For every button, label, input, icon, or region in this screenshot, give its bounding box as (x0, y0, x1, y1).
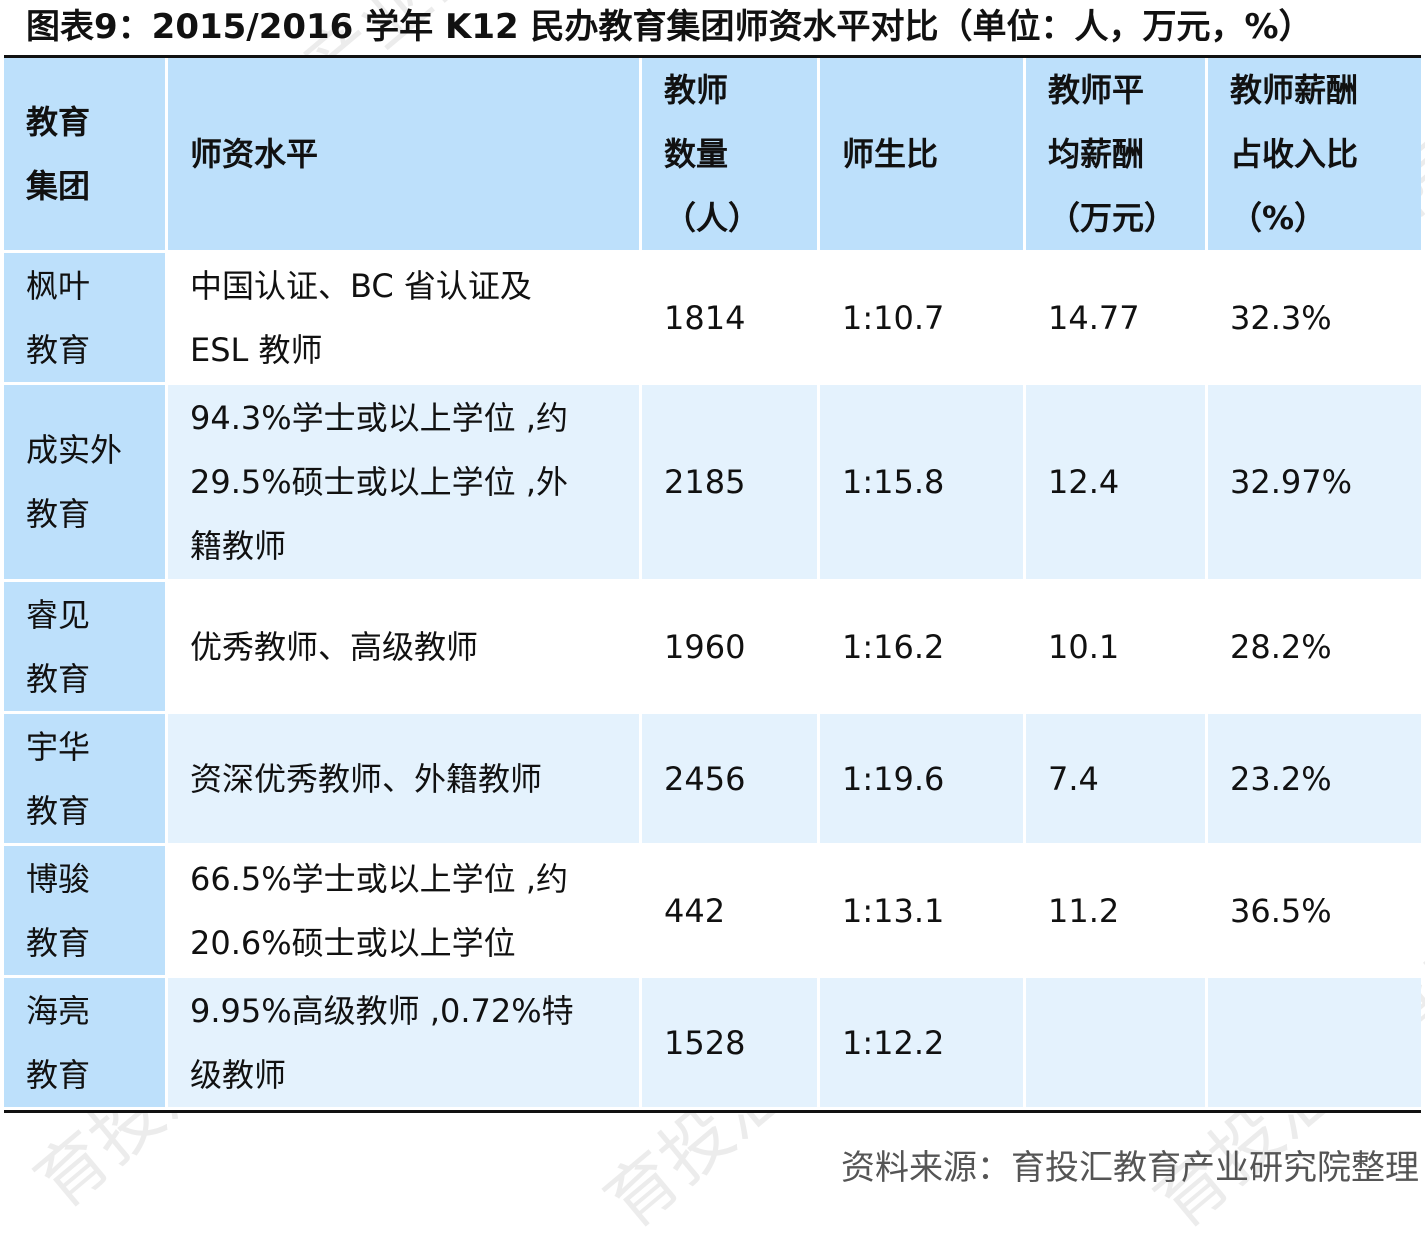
salary-share-cell: 28.2% (1208, 582, 1421, 714)
ratio-cell: 1:12.2 (820, 978, 1026, 1110)
group-cell: 宇华 教育 (4, 714, 168, 846)
group-cell: 博骏 教育 (4, 846, 168, 978)
ratio-cell: 1:15.8 (820, 385, 1026, 582)
qualification-cell: 94.3%学士或以上学位 ,约 29.5%硕士或以上学位 ,外 籍教师 (168, 385, 642, 582)
ratio-cell: 1:19.6 (820, 714, 1026, 846)
bottom-rule (4, 1110, 1421, 1113)
salary-share-cell (1208, 978, 1421, 1110)
table-header-row: 教育 集团 师资水平 教师 数量 （人） 师生比 教师平 均薪酬 （万元） 教师… (4, 58, 1421, 253)
header-qualification: 师资水平 (168, 58, 642, 253)
ratio-cell: 1:10.7 (820, 253, 1026, 385)
qualification-cell: 66.5%学士或以上学位 ,约 20.6%硕士或以上学位 (168, 846, 642, 978)
table-row: 宇华 教育 资深优秀教师、外籍教师 2456 1:19.6 7.4 23.2% (4, 714, 1421, 846)
teacher-comparison-table: 教育 集团 师资水平 教师 数量 （人） 师生比 教师平 均薪酬 （万元） 教师… (4, 58, 1421, 1110)
qualification-cell: 9.95%高级教师 ,0.72%特 级教师 (168, 978, 642, 1110)
salary-cell: 11.2 (1026, 846, 1208, 978)
salary-share-cell: 36.5% (1208, 846, 1421, 978)
teacher-count-cell: 2185 (642, 385, 820, 582)
ratio-cell: 1:13.1 (820, 846, 1026, 978)
teacher-count-cell: 442 (642, 846, 820, 978)
table-row: 枫叶 教育 中国认证、BC 省认证及 ESL 教师 1814 1:10.7 14… (4, 253, 1421, 385)
teacher-count-cell: 1960 (642, 582, 820, 714)
table-row: 成实外 教育 94.3%学士或以上学位 ,约 29.5%硕士或以上学位 ,外 籍… (4, 385, 1421, 582)
top-rule (4, 55, 1421, 58)
header-teacher-count: 教师 数量 （人） (642, 58, 820, 253)
salary-cell: 7.4 (1026, 714, 1208, 846)
salary-cell: 10.1 (1026, 582, 1208, 714)
table-row: 博骏 教育 66.5%学士或以上学位 ,约 20.6%硕士或以上学位 442 1… (4, 846, 1421, 978)
source-note: 资料来源：育投汇教育产业研究院整理 (841, 1148, 1419, 1188)
header-student-teacher-ratio: 师生比 (820, 58, 1026, 253)
group-cell: 海亮 教育 (4, 978, 168, 1110)
salary-share-cell: 23.2% (1208, 714, 1421, 846)
qualification-cell: 资深优秀教师、外籍教师 (168, 714, 642, 846)
salary-cell: 14.77 (1026, 253, 1208, 385)
group-cell: 睿见 教育 (4, 582, 168, 714)
header-avg-salary: 教师平 均薪酬 （万元） (1026, 58, 1208, 253)
salary-cell: 12.4 (1026, 385, 1208, 582)
salary-share-cell: 32.3% (1208, 253, 1421, 385)
group-cell: 枫叶 教育 (4, 253, 168, 385)
header-salary-share: 教师薪酬 占收入比 （%） (1208, 58, 1421, 253)
table-row: 睿见 教育 优秀教师、高级教师 1960 1:16.2 10.1 28.2% (4, 582, 1421, 714)
teacher-count-cell: 1814 (642, 253, 820, 385)
salary-cell (1026, 978, 1208, 1110)
table-title: 图表9：2015/2016 学年 K12 民办教育集团师资水平对比（单位：人，万… (26, 7, 1313, 47)
qualification-cell: 中国认证、BC 省认证及 ESL 教师 (168, 253, 642, 385)
ratio-cell: 1:16.2 (820, 582, 1026, 714)
salary-share-cell: 32.97% (1208, 385, 1421, 582)
qualification-cell: 优秀教师、高级教师 (168, 582, 642, 714)
group-cell: 成实外 教育 (4, 385, 168, 582)
header-group: 教育 集团 (4, 58, 168, 253)
teacher-count-cell: 1528 (642, 978, 820, 1110)
teacher-count-cell: 2456 (642, 714, 820, 846)
table-row: 海亮 教育 9.95%高级教师 ,0.72%特 级教师 1528 1:12.2 (4, 978, 1421, 1110)
